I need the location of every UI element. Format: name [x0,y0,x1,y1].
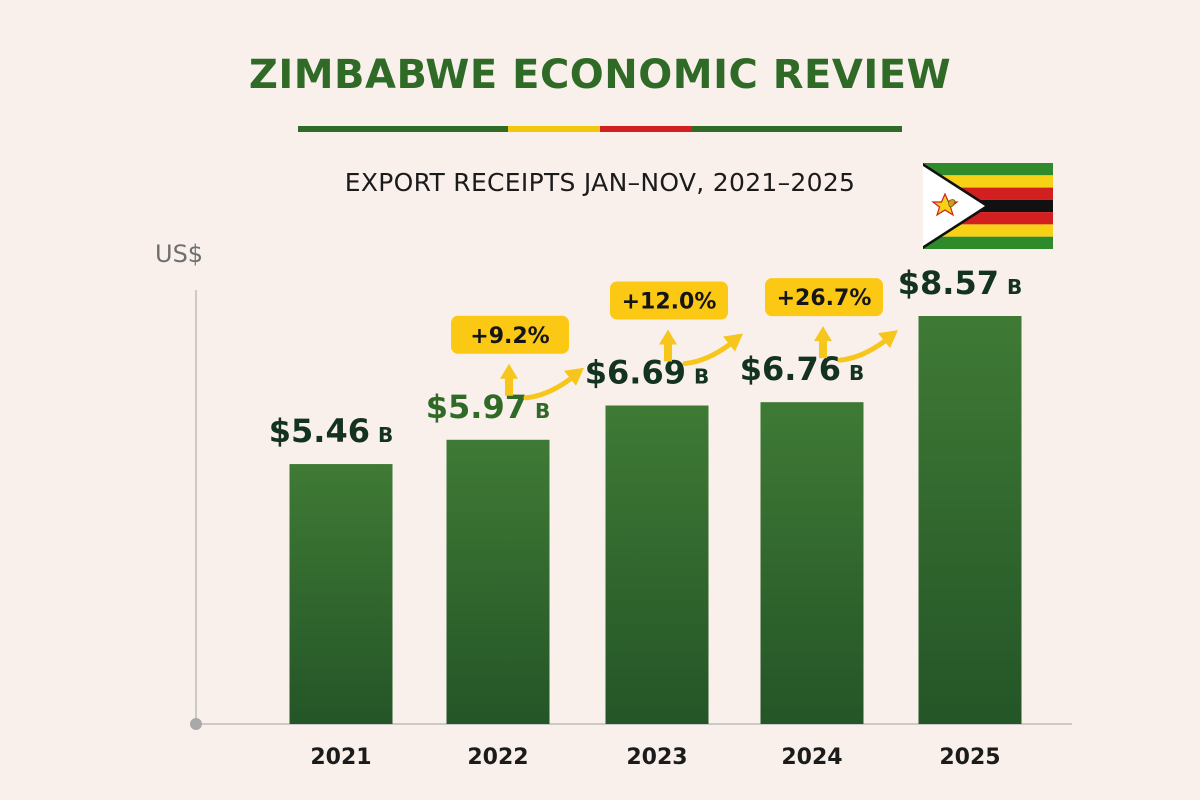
data-label-unit: B [694,365,709,389]
bar-2023 [606,406,709,724]
x-tick-label-2025: 2025 [939,745,1000,770]
data-label-unit: B [378,423,393,447]
data-label-unit: B [849,361,864,385]
data-label-2025: $8.57 B [898,264,1022,302]
data-label-unit: B [1007,275,1022,299]
x-tick-label-2022: 2022 [467,745,528,770]
x-tick-label-2021: 2021 [310,745,371,770]
growth-trend-arrow-icon [526,378,572,398]
bar-2021 [290,464,393,724]
data-label-value: $5.46 [269,412,370,450]
data-label-2024: $6.76 B [740,350,864,388]
data-label-unit: B [535,399,550,423]
bar-2024 [761,402,864,724]
bar-2022 [447,440,550,724]
bar-2025 [919,316,1022,724]
growth-label-2022: +9.2% [470,324,549,349]
data-label-value: $8.57 [898,264,999,302]
growth-label-2023: +12.0% [622,290,717,315]
data-label-2022: $5.97 B [426,388,550,426]
data-label-2021: $5.46 B [269,412,393,450]
growth-label-2024: +26.7% [777,286,872,311]
x-tick-label-2024: 2024 [781,745,842,770]
bar-chart: 2021 $5.46 B 2022 $5.97 B +9.2% 2023 $6.69 B +12.0… [0,0,1200,800]
x-tick-label-2023: 2023 [626,745,687,770]
growth-trend-arrow-icon [840,340,886,360]
axis-origin-dot [190,718,202,730]
data-label-2023: $6.69 B [585,354,709,392]
growth-trend-arrow-icon [685,344,731,364]
